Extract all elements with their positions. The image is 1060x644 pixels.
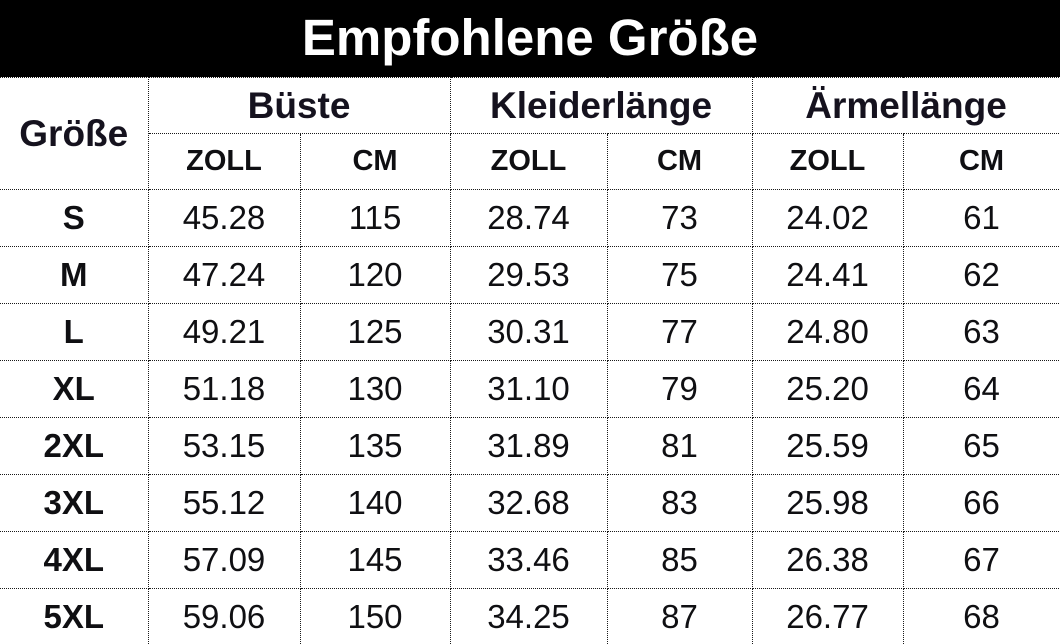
size-label: 4XL <box>0 531 149 589</box>
buste-cm-value: 125 <box>299 303 451 361</box>
size-label: S <box>0 189 149 247</box>
group-header-row: Größe Büste Kleiderlänge Ärmellänge <box>0 77 1060 190</box>
aermellaenge-zoll-value: 25.20 <box>751 360 904 418</box>
size-label: L <box>0 303 149 361</box>
buste-zoll-value: 51.18 <box>147 360 301 418</box>
table-row-2xl: 2XL 53.15 135 31.89 81 25.59 65 <box>0 417 1060 475</box>
kleiderlaenge-cm-value: 73 <box>606 189 753 247</box>
buste-zoll-value: 45.28 <box>147 189 301 247</box>
aermellaenge-cm-value: 67 <box>902 531 1060 589</box>
buste-zoll-value: 47.24 <box>147 246 301 304</box>
unit-header-bueste-zoll: ZOLL <box>148 133 301 190</box>
buste-zoll-value: 53.15 <box>147 417 301 475</box>
kleiderlaenge-cm-value: 77 <box>606 303 753 361</box>
table-row-xl: XL 51.18 130 31.10 79 25.20 64 <box>0 360 1060 418</box>
buste-zoll-value: 55.12 <box>147 474 301 532</box>
unit-header-aermellaenge-cm: CM <box>902 133 1060 190</box>
aermellaenge-cm-value: 68 <box>902 588 1060 644</box>
unit-header-bueste-cm: CM <box>299 133 451 190</box>
unit-header-kleiderlaenge-zoll: ZOLL <box>449 133 608 190</box>
kleiderlaenge-zoll-value: 34.25 <box>449 588 608 644</box>
kleiderlaenge-cm-value: 87 <box>606 588 753 644</box>
unit-header-row: ZOLL CM ZOLL CM ZOLL CM <box>0 133 1060 190</box>
kleiderlaenge-cm-value: 75 <box>606 246 753 304</box>
kleiderlaenge-cm-value: 83 <box>606 474 753 532</box>
kleiderlaenge-zoll-value: 32.68 <box>449 474 608 532</box>
buste-cm-value: 135 <box>299 417 451 475</box>
table-row-l: L 49.21 125 30.31 77 24.80 63 <box>0 303 1060 361</box>
buste-cm-value: 120 <box>299 246 451 304</box>
kleiderlaenge-zoll-value: 33.46 <box>449 531 608 589</box>
table-row-5xl: 5XL 59.06 150 34.25 87 26.77 68 <box>0 588 1060 644</box>
buste-cm-value: 145 <box>299 531 451 589</box>
aermellaenge-cm-value: 66 <box>902 474 1060 532</box>
aermellaenge-zoll-value: 24.80 <box>751 303 904 361</box>
aermellaenge-cm-value: 63 <box>902 303 1060 361</box>
aermellaenge-zoll-value: 24.41 <box>751 246 904 304</box>
kleiderlaenge-cm-value: 81 <box>606 417 753 475</box>
table-row-s: S 45.28 115 28.74 73 24.02 61 <box>0 189 1060 247</box>
buste-zoll-value: 49.21 <box>147 303 301 361</box>
buste-zoll-value: 59.06 <box>147 588 301 644</box>
kleiderlaenge-zoll-value: 31.89 <box>449 417 608 475</box>
unit-header-aermellaenge-zoll: ZOLL <box>751 133 904 190</box>
buste-cm-value: 140 <box>299 474 451 532</box>
size-label: M <box>0 246 149 304</box>
buste-cm-value: 150 <box>299 588 451 644</box>
kleiderlaenge-cm-value: 79 <box>606 360 753 418</box>
kleiderlaenge-zoll-value: 29.53 <box>449 246 608 304</box>
kleiderlaenge-zoll-value: 28.74 <box>449 189 608 247</box>
buste-zoll-value: 57.09 <box>147 531 301 589</box>
aermellaenge-zoll-value: 25.59 <box>751 417 904 475</box>
aermellaenge-cm-value: 62 <box>902 246 1060 304</box>
size-label: 5XL <box>0 588 149 644</box>
table-row-3xl: 3XL 55.12 140 32.68 83 25.98 66 <box>0 474 1060 532</box>
page-title: Empfohlene Größe <box>301 9 759 66</box>
aermellaenge-zoll-value: 24.02 <box>751 189 904 247</box>
title-banner: Empfohlene Größe <box>0 0 1060 77</box>
column-header-groesse: Größe <box>0 77 149 190</box>
aermellaenge-zoll-value: 26.77 <box>751 588 904 644</box>
kleiderlaenge-zoll-value: 31.10 <box>449 360 608 418</box>
aermellaenge-cm-value: 64 <box>902 360 1060 418</box>
table-row-4xl: 4XL 57.09 145 33.46 85 26.38 67 <box>0 531 1060 589</box>
unit-header-kleiderlaenge-cm: CM <box>606 133 753 190</box>
table-row-m: M 47.24 120 29.53 75 24.41 62 <box>0 246 1060 304</box>
size-label: 3XL <box>0 474 149 532</box>
buste-cm-value: 130 <box>299 360 451 418</box>
aermellaenge-cm-value: 65 <box>902 417 1060 475</box>
column-header-kleiderlaenge: Kleiderlänge <box>449 77 753 134</box>
aermellaenge-zoll-value: 25.98 <box>751 474 904 532</box>
column-header-aermellaenge: Ärmellänge <box>751 77 1060 134</box>
aermellaenge-cm-value: 61 <box>902 189 1060 247</box>
kleiderlaenge-zoll-value: 30.31 <box>449 303 608 361</box>
kleiderlaenge-cm-value: 85 <box>606 531 753 589</box>
buste-cm-value: 115 <box>299 189 451 247</box>
column-header-bueste: Büste <box>147 77 451 134</box>
size-chart-table: Größe Büste Kleiderlänge Ärmellänge ZOLL… <box>0 77 1060 644</box>
aermellaenge-zoll-value: 26.38 <box>751 531 904 589</box>
size-label: 2XL <box>0 417 149 475</box>
size-label: XL <box>0 360 149 418</box>
